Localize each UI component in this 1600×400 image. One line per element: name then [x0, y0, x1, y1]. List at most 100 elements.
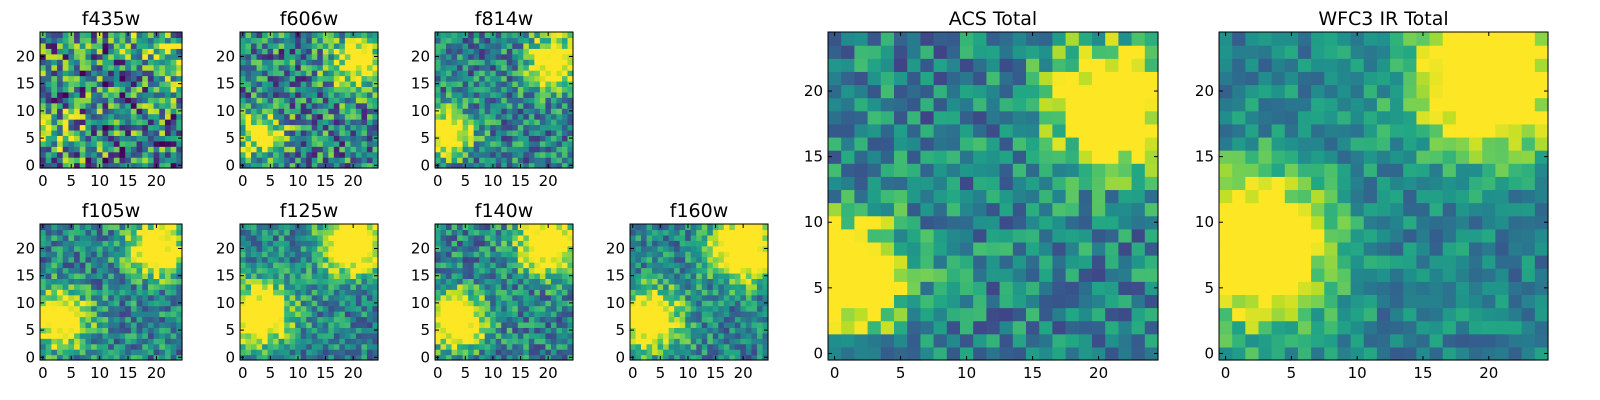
heatmap-cell: [762, 343, 769, 350]
heatmap-cell: [333, 129, 340, 136]
heatmap-cell: [40, 338, 47, 345]
heatmap-cell: [311, 129, 318, 136]
heatmap-cell: [136, 48, 143, 55]
heatmap-cell: [523, 48, 530, 55]
heatmap-cell: [289, 108, 296, 115]
heatmap-cell: [490, 267, 497, 274]
heatmap-cell: [556, 140, 563, 147]
heatmap-cell: [317, 48, 324, 55]
heatmap-cell: [262, 119, 269, 126]
heatmap-cell: [973, 333, 987, 348]
heatmap-cell: [136, 64, 143, 71]
heatmap-cell: [278, 354, 285, 361]
heatmap-cell: [723, 327, 730, 334]
heatmap-cell: [451, 224, 458, 231]
heatmap-cell: [663, 300, 670, 307]
heatmap-cell: [62, 70, 69, 77]
heatmap-cell: [668, 240, 675, 247]
heatmap-cell: [74, 135, 81, 142]
heatmap-cell: [446, 332, 453, 339]
heatmap-cell: [523, 300, 530, 307]
heatmap-cell: [51, 53, 58, 60]
heatmap-cell: [355, 91, 363, 98]
heatmap-cell: [528, 86, 535, 93]
heatmap-cell: [501, 267, 508, 274]
heatmap-cell: [701, 300, 708, 307]
heatmap-cell: [550, 42, 558, 49]
heatmap-cell: [366, 97, 374, 104]
heatmap-cell: [479, 327, 486, 334]
heatmap-cell: [153, 294, 160, 301]
heatmap-cell: [946, 281, 961, 295]
heatmap-cell: [284, 64, 291, 71]
heatmap-cell: [366, 80, 374, 87]
heatmap-cell: [262, 157, 269, 164]
heatmap-cell: [490, 108, 497, 115]
heatmap-cell: [136, 146, 143, 153]
heatmap-cell: [300, 240, 307, 247]
heatmap-cell: [57, 91, 64, 98]
heatmap-cell: [176, 229, 183, 236]
heatmap-cell: [267, 349, 274, 356]
heatmap-cell: [534, 53, 541, 60]
heatmap-cell: [289, 119, 296, 126]
heatmap-cell: [561, 354, 569, 361]
heatmap-cell: [473, 119, 480, 126]
heatmap-cell: [457, 321, 464, 328]
heatmap-cell: [707, 300, 714, 307]
heatmap-cell: [256, 327, 263, 334]
heatmap-cell: [539, 349, 546, 356]
heatmap-cell: [528, 113, 535, 120]
heatmap-cell: [999, 189, 1014, 204]
heatmap-cell: [328, 343, 335, 350]
heatmap-cell: [512, 37, 519, 44]
heatmap-cell: [501, 332, 508, 339]
heatmap-cell: [306, 75, 313, 82]
heatmap-cells: [40, 224, 183, 361]
heatmap-cell: [339, 70, 346, 77]
heatmap-cell: [468, 262, 475, 269]
heatmap-cell: [306, 64, 313, 71]
heatmap-cell: [262, 64, 269, 71]
heatmap-cell: [322, 59, 329, 66]
heatmap-cell: [113, 162, 121, 169]
heatmap-cell: [960, 215, 974, 230]
heatmap-cell: [880, 189, 895, 204]
heatmap-cell: [534, 251, 541, 258]
heatmap-cell: [495, 332, 502, 339]
heatmap-cell: [550, 119, 558, 126]
heatmap-cell: [51, 262, 58, 269]
heatmap-cell: [539, 354, 546, 361]
heatmap-cell: [79, 53, 87, 60]
heatmap-cell: [462, 294, 469, 301]
heatmap-cell: [130, 157, 138, 164]
heatmap-cell: [933, 163, 948, 177]
heatmap-cell: [756, 316, 764, 323]
heatmap-cell: [1105, 307, 1119, 322]
heatmap-cell: [435, 86, 442, 93]
heatmap-cell: [523, 42, 530, 49]
heatmap-cell: [701, 272, 708, 279]
heatmap-cell: [479, 162, 486, 169]
heatmap-cell: [723, 349, 730, 356]
heatmap-cell: [85, 42, 92, 49]
panel-title: f814w: [475, 8, 534, 30]
heatmap-cell: [745, 289, 753, 296]
heatmap-cell: [300, 327, 307, 334]
heatmap-cell: [457, 256, 464, 263]
heatmap-cell: [690, 240, 697, 247]
heatmap-cell: [674, 332, 681, 339]
heatmap-cell: [130, 294, 138, 301]
heatmap-cell: [751, 343, 758, 350]
heatmap-cell: [74, 338, 81, 345]
heatmap-cell: [652, 289, 659, 296]
heatmap-cell: [159, 332, 166, 339]
heatmap-cell: [1052, 202, 1067, 217]
heatmap-cell: [756, 272, 764, 279]
heatmap-cell: [240, 294, 247, 301]
heatmap-cell: [311, 332, 318, 339]
heatmap-cell: [170, 91, 177, 98]
heatmap-cell: [451, 53, 458, 60]
heatmap-cell: [91, 332, 98, 339]
